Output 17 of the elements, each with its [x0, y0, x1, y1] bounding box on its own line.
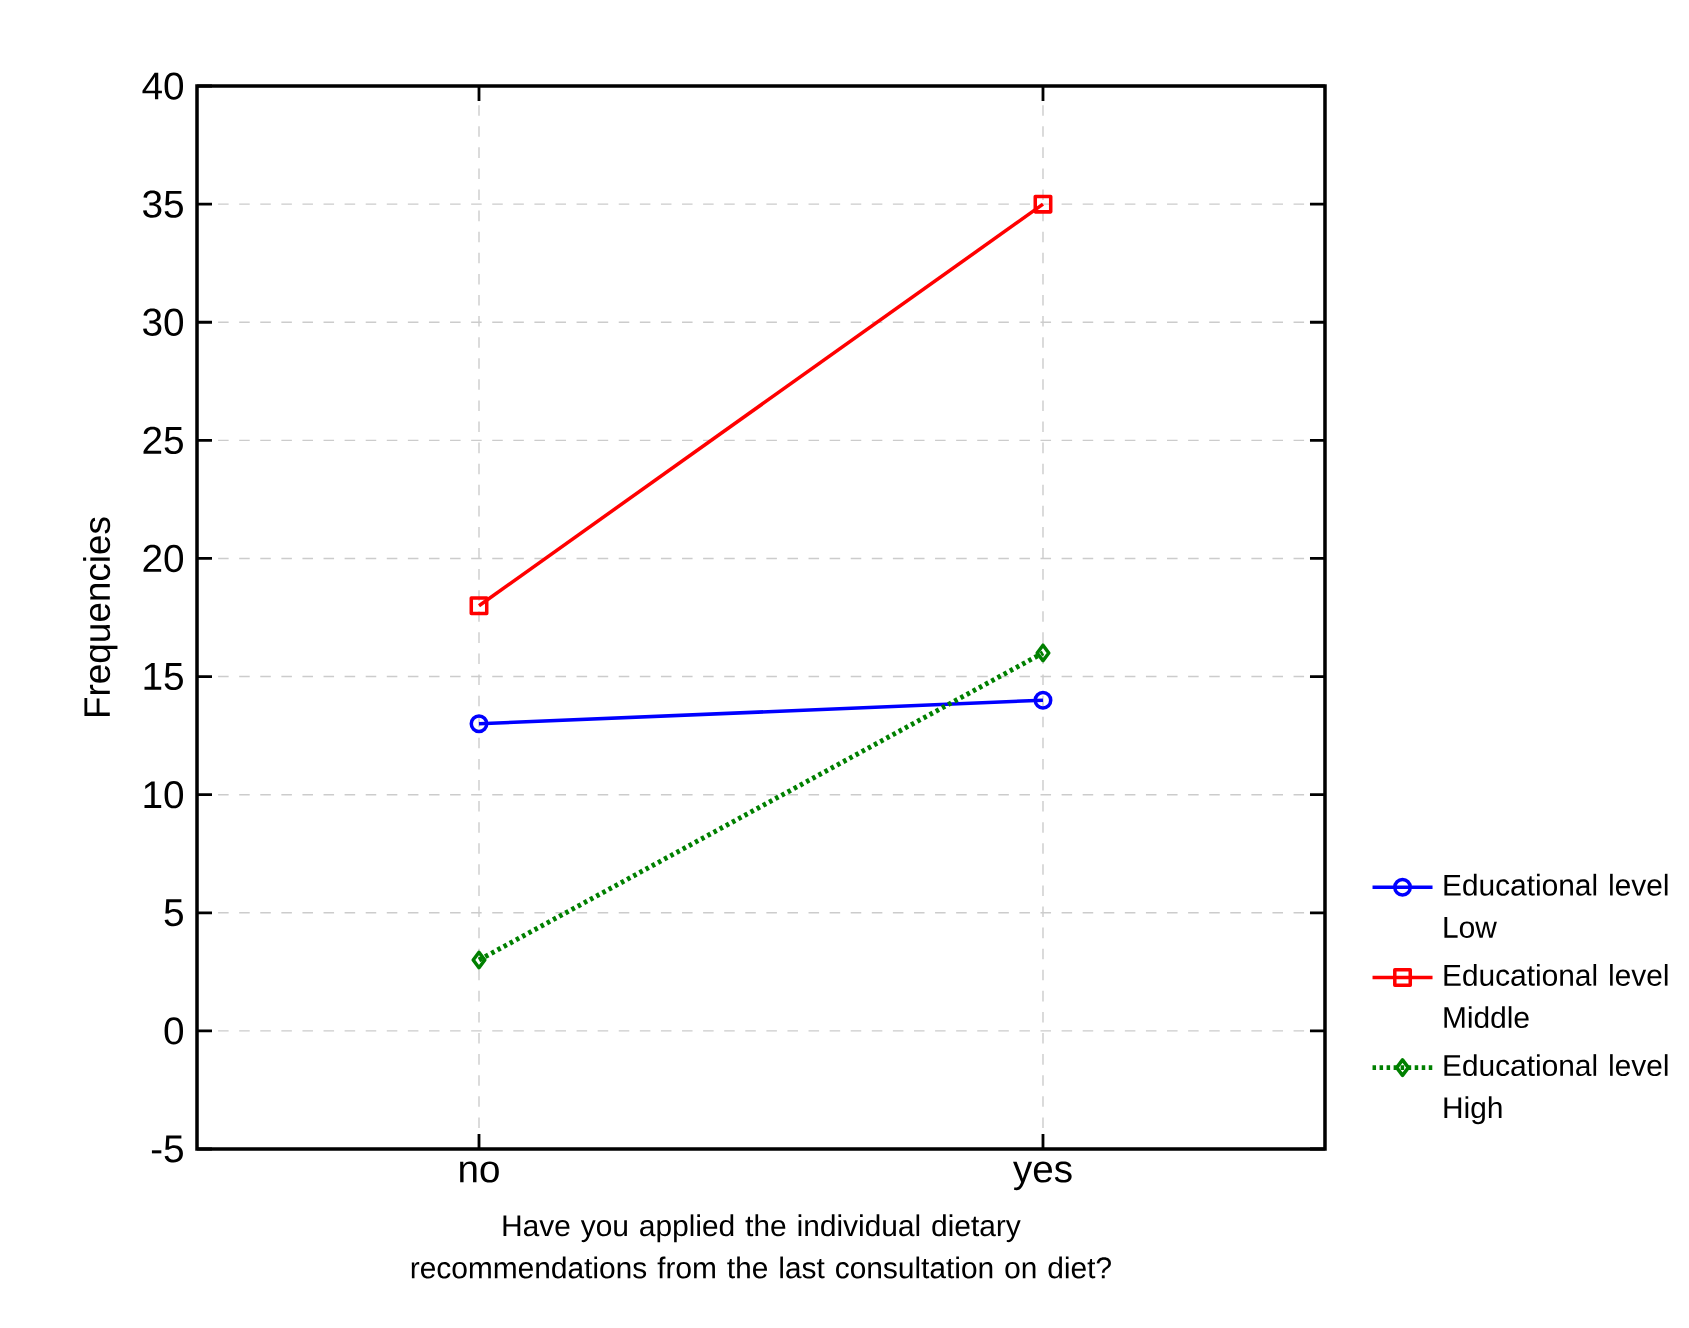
- y-tick-label: 10: [144, 781, 184, 809]
- x-axis-title: Have you applied the individual dietary recommendations from the last consultation on diet?: [411, 1214, 1111, 1279]
- y-tick-label: 5: [164, 899, 183, 927]
- y-tick-label: -5: [151, 1135, 183, 1163]
- x-tick-label: no: [460, 1161, 499, 1183]
- y-tick-label: 40: [142, 72, 184, 100]
- legend-label: Educational level Low: [1444, 873, 1668, 938]
- y-tick-label: 0: [164, 1017, 184, 1045]
- legend-label: Educational level Middle: [1444, 963, 1668, 1029]
- y-tick-label: 30: [143, 308, 184, 336]
- y-axis-title: Frequencies: [83, 517, 118, 717]
- legend-label: Educational level High: [1444, 1054, 1668, 1125]
- x-tick-label: yes: [1013, 1161, 1072, 1191]
- y-tick-label: 20: [143, 544, 184, 573]
- y-tick-label: 35: [143, 190, 183, 218]
- y-tick-label: 25: [143, 426, 183, 455]
- y-tick-label: 15: [144, 663, 183, 691]
